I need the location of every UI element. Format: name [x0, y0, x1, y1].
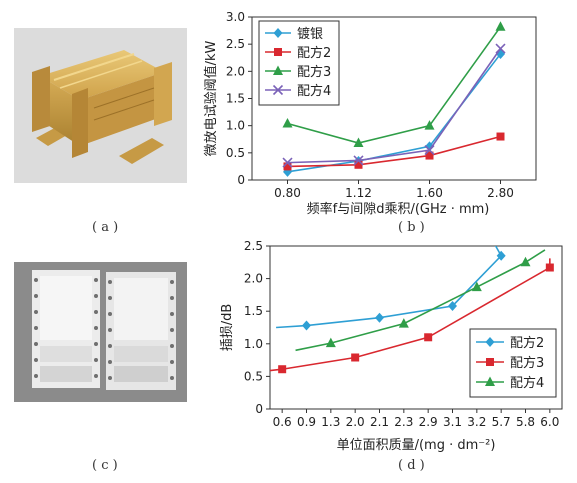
chart-b-xtick-label-3: 2.80 [487, 186, 514, 200]
chart-b-series-line-1 [287, 135, 501, 168]
chart-d-ytick-label-3: 1.5 [244, 304, 263, 318]
chart-b-point-1-3 [496, 132, 505, 141]
chart-b-point-3-0 [282, 157, 293, 168]
chart-b-xtick-label-0: 0.80 [274, 186, 301, 200]
chart-b-point-1-1 [354, 160, 363, 169]
chart-d-point-2-3 [520, 256, 531, 267]
chart-b-legend-label-0: 镀银 [297, 26, 323, 42]
chart-b-legend-box [258, 20, 340, 106]
chart-b-point-3-3 [495, 43, 506, 54]
chart-b-legend-marker-0 [273, 28, 283, 38]
chart-d-xtick-label-2: 1.3 [321, 415, 340, 429]
chart-d-point-1-1 [351, 353, 360, 362]
chart-d-legend-label-1: 配方3 [510, 355, 544, 371]
chart-b-ytick-label-3: 1.5 [226, 92, 245, 106]
chart-d-legend-marker-2 [485, 376, 495, 386]
chart-b-ytick-label-0: 0 [237, 173, 245, 187]
caption-b: ( b ) [398, 220, 425, 235]
chart-b-point-2-1 [353, 137, 364, 148]
chart-d-svg: 0 0.5 1.0 1.5 2.0 2.5 0.6 0.9 1.3 2.0 2.1 2.3 2.9 3.1… [220, 239, 563, 453]
chart-d-ytick-label-0: 0 [255, 402, 263, 416]
chart-d-point-0-1 [375, 312, 384, 323]
chart-d-point-1-2 [424, 333, 433, 342]
chart-d-series-line-2 [295, 249, 546, 352]
chart-b-ytick-label-2: 1.0 [226, 119, 245, 133]
chart-d-xtick-label-4: 2.1 [370, 415, 389, 429]
chart-d-ytick-label-5: 2.5 [244, 239, 263, 253]
chart-b-point-2-2 [424, 120, 435, 130]
chart-b-ytick-label-4: 2.0 [226, 64, 245, 78]
chart-b-legend-marker-3 [272, 84, 284, 96]
chart-d-xtick-label-1: 0.9 [297, 415, 316, 429]
chart-b-ytick-label-5: 2.5 [226, 37, 245, 51]
chart-d-legend-label-0: 配方2 [510, 335, 544, 351]
chart-b-point-1-0 [283, 162, 292, 171]
caption-d: ( d ) [398, 458, 425, 473]
chart-d-point-2-2 [471, 281, 482, 292]
chart-b-point-3-3-stroke-2 [495, 43, 506, 54]
chart-d: 0 0.5 1.0 1.5 2.0 2.5 0.6 0.9 1.3 2.0 2.1 2.3 2.9 3.1… [200, 236, 577, 456]
chart-d-legend-box [469, 328, 557, 398]
caption-c: ( c ) [92, 458, 118, 473]
gold-waveguide-device-picture [14, 28, 187, 183]
chart-b-point-2-3 [495, 21, 506, 31]
chart-b-legend-label-2: 配方3 [297, 64, 331, 80]
chart-b-point-3-2-stroke-2 [424, 145, 435, 156]
chart-b-point-3-1-stroke-2 [353, 155, 364, 166]
chart-b-series-line-2 [287, 26, 502, 144]
chart-d-ytick-label-1: 0.5 [244, 369, 263, 383]
caption-a: ( a ) [92, 220, 119, 235]
chart-d-xtick-label-5: 2.3 [394, 415, 413, 429]
chart-b-xtick-label-2: 1.60 [416, 186, 443, 200]
chart-d-point-2-0 [325, 337, 336, 348]
chart-d-xtick-label-6: 2.9 [419, 415, 438, 429]
chart-d-xlabel: 单位面积质量/(mg · dm⁻²) [337, 438, 496, 453]
chart-b-legend-label-3: 配方4 [297, 83, 331, 99]
chart-b-legend-marker-1 [274, 48, 282, 56]
chart-d-point-1-0 [278, 365, 287, 374]
chart-d-xtick-label-10: 5.8 [516, 415, 535, 429]
chart-d-frame [269, 245, 563, 410]
chart-b-point-3-1 [353, 155, 364, 166]
chart-b-legend-label-1: 配方2 [297, 45, 331, 61]
chart-d-xtick-label-8: 3.2 [467, 415, 486, 429]
chart-d-xtick-label-11: 6.0 [540, 415, 559, 429]
chart-b-xtick-label-1: 1.12 [345, 186, 372, 200]
plate-photo-c [14, 262, 187, 402]
chart-b-point-3-2 [424, 145, 435, 156]
device-photo-a [14, 28, 187, 183]
chart-d-legend-label-2: 配方4 [510, 375, 544, 391]
chart-b-xlabel: 频率f与间隙d乘积/(GHz · mm) [307, 201, 490, 217]
chart-b-series-line-3 [287, 48, 502, 164]
chart-b-legend-marker-3-stroke-2 [272, 84, 284, 96]
chart-d-point-0-0 [302, 320, 311, 331]
chart-b-point-3-0-stroke-2 [282, 157, 293, 168]
chart-b: 0 0.5 1.0 1.5 2.0 2.5 3.0 0.80 1.12 1.60 2.80 频率f与间… [200, 0, 577, 245]
chart-d-point-1-3 [545, 263, 554, 272]
white-plated-parts-picture [14, 262, 187, 402]
chart-d-ytick-label-4: 2.0 [244, 272, 263, 286]
chart-d-ylabel: 插损/dB [220, 304, 235, 352]
chart-d-xtick-label-3: 2.0 [346, 415, 365, 429]
chart-d-legend-marker-0 [485, 337, 495, 347]
chart-d-point-0-3 [496, 250, 506, 261]
chart-b-ylabel: 微放电试验阈值/kW [203, 40, 219, 156]
chart-d-xtick-label-0: 0.6 [273, 415, 292, 429]
chart-d-legend-marker-1 [486, 358, 494, 366]
chart-d-xtick-label-9: 5.7 [492, 415, 511, 429]
chart-b-svg: 0 0.5 1.0 1.5 2.0 2.5 3.0 0.80 1.12 1.60 2.80频率f与间… [203, 10, 537, 217]
chart-b-point-1-2 [425, 151, 434, 160]
chart-b-ytick-label-1: 0.5 [226, 146, 245, 160]
chart-d-ytick-label-2: 1.0 [244, 337, 263, 351]
chart-d-xtick-label-7: 3.1 [443, 415, 462, 429]
chart-d-point-2-1 [398, 318, 409, 328]
chart-d-point-0-2 [448, 300, 457, 311]
chart-b-point-2-0 [282, 117, 293, 128]
chart-b-ytick-label-6: 3.0 [226, 10, 245, 24]
chart-b-legend-marker-2 [273, 65, 283, 75]
